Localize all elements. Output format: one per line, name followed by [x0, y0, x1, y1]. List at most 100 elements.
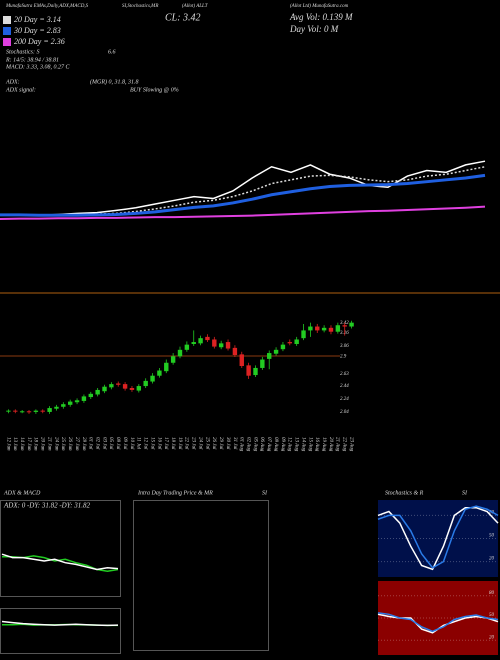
x-tick-label: 17 Jun: [26, 437, 31, 451]
legend-label: 30 Day = 2.83: [13, 26, 61, 35]
legend-label: 20 Day = 3.14: [14, 15, 61, 24]
x-tick-label: 05 Jul: [108, 437, 113, 450]
candle-body: [95, 389, 100, 395]
x-tick-label: 21 Aug: [335, 437, 340, 452]
candle-body: [33, 410, 39, 412]
adx-value: (MGR) 0, 31.8, 31.8: [90, 78, 139, 85]
x-tick-label: 12 Aug: [287, 437, 292, 452]
x-tick-label: 12 Jul: [143, 437, 148, 450]
legend-swatch: [3, 16, 11, 24]
candle-body: [349, 322, 354, 327]
x-tick-label: 19 Jul: [177, 437, 182, 450]
candle-body: [157, 370, 162, 376]
candle-body: [321, 327, 327, 331]
x-tick-label: 17 Jul: [163, 437, 168, 450]
x-tick-label: 05 Aug: [252, 437, 257, 452]
y-tick-label: 20: [489, 557, 495, 562]
adx-signal-value: BUY Slowing @ 0%: [130, 87, 179, 93]
candle-body: [13, 410, 18, 412]
x-tick-label: 03 Jul: [101, 437, 106, 450]
panel-title: ADX & MACD: [3, 490, 41, 496]
candle-body: [88, 393, 93, 398]
candle-body: [335, 325, 341, 332]
x-tick-label: 15 Jul: [149, 437, 154, 450]
x-tick-label: 26 Jun: [67, 437, 72, 451]
close-text: CL: 3.42: [165, 12, 201, 23]
x-tick-label: 01 Jul: [88, 437, 93, 450]
series-line: [377, 505, 499, 569]
x-tick-label: 28 Jun: [81, 437, 86, 451]
header-text: (Allot) ALLT: [182, 4, 209, 9]
stoch-label: Stochastics: S: [6, 49, 40, 55]
series-line: [377, 612, 499, 633]
candle-body: [109, 384, 114, 388]
candle-body: [6, 410, 11, 412]
x-tick-label: 11 Jul: [136, 437, 141, 450]
avg-vol: Avg Vol: 0.139 M: [289, 12, 353, 22]
candle-body: [136, 386, 142, 391]
x-tick-label: 16 Aug: [314, 437, 319, 452]
x-tick-label: 26 Jul: [211, 437, 216, 450]
candle-body: [61, 404, 66, 407]
candle-body: [225, 342, 231, 349]
candle-body: [328, 327, 334, 332]
candle-body: [26, 411, 32, 413]
candle-body: [129, 388, 135, 390]
series-line: [0, 205, 486, 220]
candle-body: [40, 410, 45, 412]
header-text: SI,Stochastics,MR: [122, 4, 158, 9]
y-tick-label: 20: [489, 635, 495, 640]
x-tick-label: 24 Jul: [197, 437, 202, 450]
adx-signal-label: ADX signal:: [5, 87, 36, 93]
x-tick-label: 15 Aug: [307, 437, 312, 452]
panel-title: SI: [462, 490, 468, 496]
series-line: [1, 620, 119, 627]
candle-body: [280, 344, 286, 350]
candle-body: [260, 359, 265, 368]
r-line: R: 14/5: 38.94 / 38.81: [5, 56, 59, 63]
x-tick-label: 24 Jun: [53, 437, 58, 451]
candle-body: [102, 386, 107, 392]
candle-body: [74, 400, 80, 403]
y-tick-label: 80: [489, 591, 495, 596]
x-tick-label: 12 Jun: [5, 437, 10, 451]
x-tick-label: 10 Jul: [129, 437, 134, 450]
candle-body: [122, 384, 128, 389]
x-tick-label: 19 Aug: [321, 437, 326, 452]
candle-body: [150, 375, 155, 382]
candle-body: [218, 343, 224, 348]
candle-body: [308, 326, 313, 331]
stoch-value: 6.6: [108, 49, 116, 55]
x-tick-label: 20 Jun: [40, 437, 45, 451]
x-tick-label: 18 Jul: [170, 437, 175, 450]
macd-line: MACD: 3.33, 3.08, 0.27 C: [5, 64, 70, 70]
candle-body: [246, 365, 251, 376]
candle-body: [212, 339, 217, 347]
x-tick-label: 30 Jul: [225, 437, 230, 450]
legend-swatch: [3, 27, 11, 35]
candle-body: [232, 347, 238, 355]
candle-body: [301, 330, 306, 339]
x-tick-label: 09 Jul: [122, 437, 127, 450]
x-tick-label: 23 Aug: [348, 437, 353, 452]
x-tick-label: 25 Jun: [60, 437, 65, 451]
x-tick-label: 22 Aug: [342, 437, 347, 452]
panel-title: SI: [262, 490, 268, 496]
y-tick-label: 50: [489, 534, 495, 539]
day-vol: Day Vol: 0 M: [289, 24, 339, 34]
candle-body: [81, 396, 87, 401]
y-tick-label: 80: [489, 511, 495, 516]
series-line: [0, 173, 486, 217]
x-tick-label: 21 Jun: [46, 437, 51, 451]
legend-label: 200 Day = 2.36: [14, 37, 65, 46]
candle-body: [287, 342, 293, 344]
candle-body: [47, 408, 52, 412]
candle-body: [191, 342, 196, 344]
series-line: [0, 160, 486, 216]
panel-title: Intra Day Trading Price & MR: [137, 490, 213, 496]
y-tick-label: 2.63: [340, 372, 349, 377]
y-tick-label: 2.9: [340, 354, 347, 359]
candle-body: [205, 336, 210, 341]
panel-frame: [133, 500, 269, 651]
